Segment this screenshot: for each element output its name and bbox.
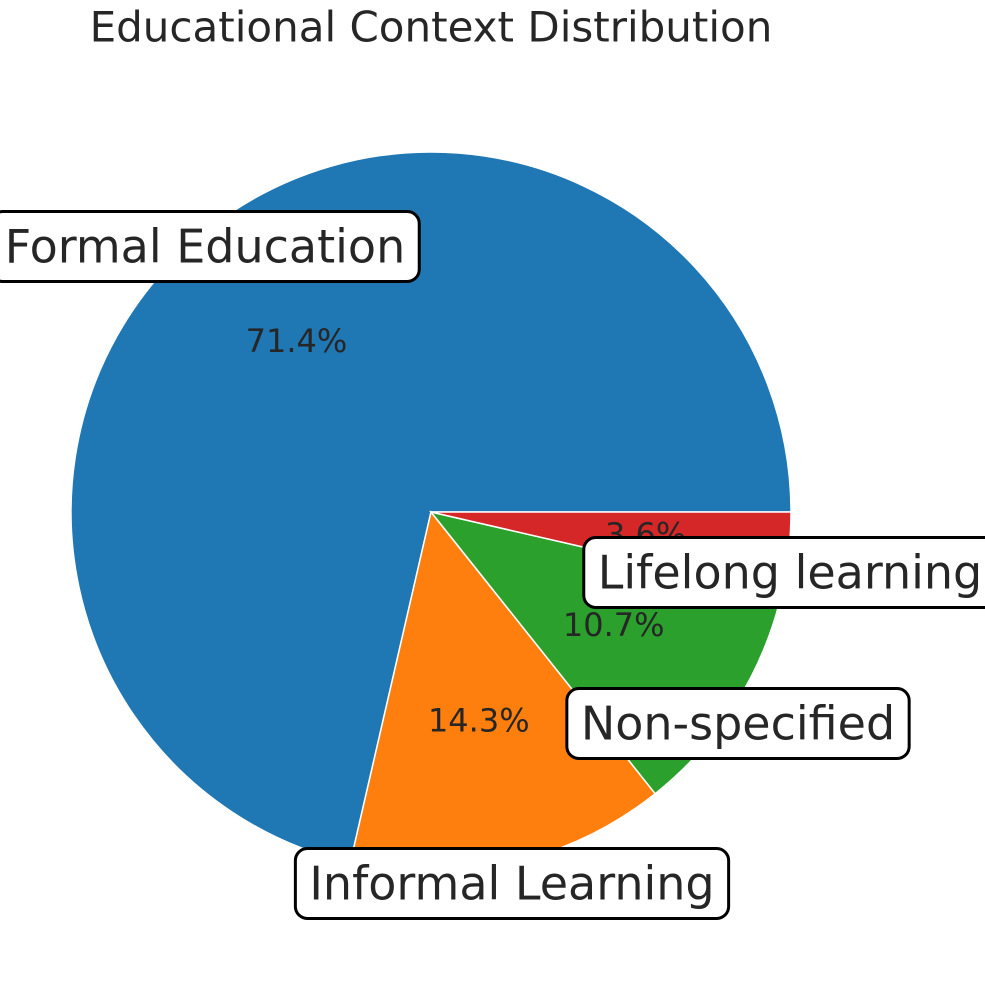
label-box (565, 687, 911, 760)
percent-label: 14.3% (428, 702, 530, 740)
label-box (0, 210, 421, 283)
chart-title: Educational Context Distribution (90, 3, 773, 52)
label-box (582, 536, 985, 609)
slice-label: Non-specified (581, 697, 895, 751)
slice-label: Formal Education (5, 220, 405, 274)
label-box (293, 847, 731, 920)
slice-label: Lifelong learning (598, 546, 982, 600)
percent-label: 71.4% (246, 322, 348, 360)
slice-label: Informal Learning (309, 857, 714, 911)
percent-label: 10.7% (563, 606, 665, 644)
